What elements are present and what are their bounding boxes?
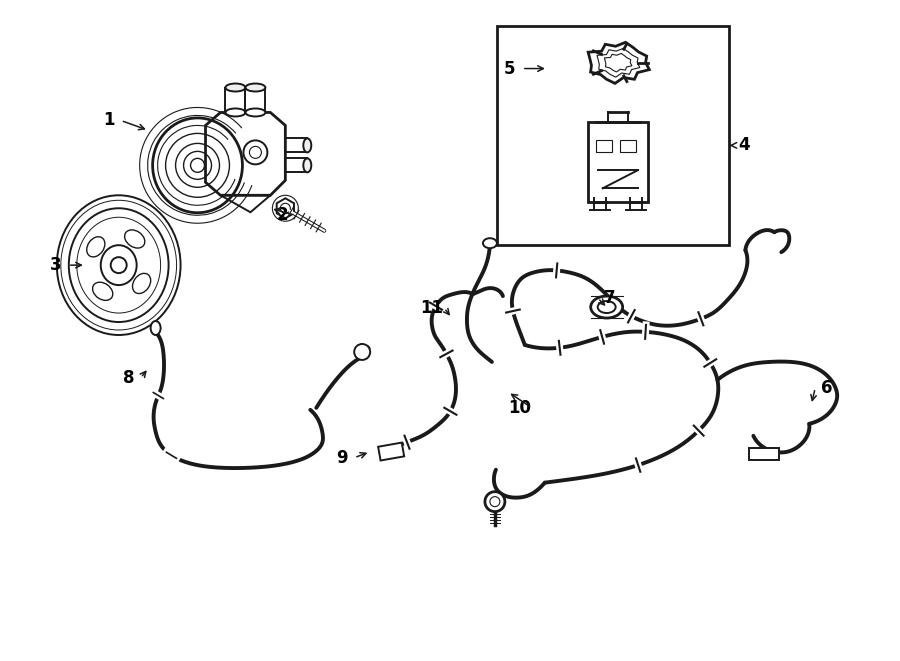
Bar	[750, 447, 779, 460]
Ellipse shape	[86, 237, 105, 257]
Ellipse shape	[226, 108, 246, 116]
Text: 9: 9	[337, 449, 348, 467]
Ellipse shape	[132, 274, 150, 293]
Text: 8: 8	[123, 369, 134, 387]
Ellipse shape	[483, 238, 497, 248]
Text: 3: 3	[50, 256, 61, 274]
Bar	[497, 26, 729, 245]
Ellipse shape	[590, 296, 623, 318]
Bar	[619, 140, 635, 153]
Text: 4: 4	[739, 136, 751, 155]
Ellipse shape	[93, 282, 112, 300]
Text: 1: 1	[103, 112, 114, 130]
Bar	[596, 140, 612, 153]
Circle shape	[485, 492, 505, 512]
Bar	[588, 122, 648, 202]
Ellipse shape	[226, 83, 246, 91]
Ellipse shape	[150, 321, 160, 335]
Text: 11: 11	[420, 299, 444, 317]
Text: 7: 7	[604, 289, 616, 307]
Text: 2: 2	[276, 206, 288, 224]
Ellipse shape	[303, 138, 311, 153]
Circle shape	[355, 344, 370, 360]
Bar	[378, 443, 404, 461]
Text: 5: 5	[504, 59, 516, 77]
Ellipse shape	[303, 159, 311, 173]
Polygon shape	[276, 198, 294, 218]
Ellipse shape	[246, 108, 266, 116]
Text: 6: 6	[822, 379, 833, 397]
Ellipse shape	[246, 83, 266, 91]
Ellipse shape	[124, 230, 145, 248]
Text: 10: 10	[508, 399, 531, 417]
